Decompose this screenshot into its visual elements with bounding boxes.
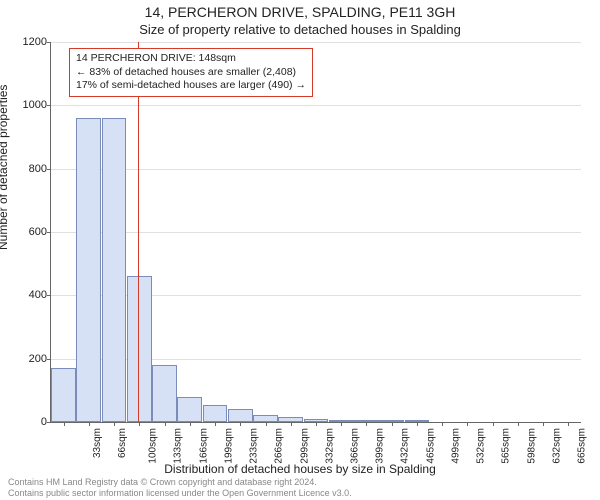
x-tick-label: 332sqm (324, 428, 335, 464)
x-tick (215, 422, 216, 426)
x-tick (543, 422, 544, 426)
x-tick (493, 422, 494, 426)
gridline (51, 169, 581, 170)
x-tick (64, 422, 65, 426)
x-tick (165, 422, 166, 426)
y-tick (47, 42, 51, 43)
histogram-bar (76, 118, 101, 422)
x-tick-label: 133sqm (173, 428, 184, 464)
x-tick (316, 422, 317, 426)
y-tick (47, 232, 51, 233)
y-tick-label: 800 (29, 163, 47, 175)
y-tick-label: 600 (29, 226, 47, 238)
x-tick (291, 422, 292, 426)
y-tick (47, 359, 51, 360)
x-tick-label: 366sqm (350, 428, 361, 464)
reference-line (138, 42, 139, 422)
plot-area: 02004006008001000120033sqm66sqm100sqm133… (50, 42, 581, 423)
y-tick-label: 1200 (23, 36, 47, 48)
x-axis-label: Distribution of detached houses by size … (0, 462, 600, 476)
x-tick (240, 422, 241, 426)
annotation-line: 14 PERCHERON DRIVE: 148sqm (76, 52, 306, 66)
y-tick-label: 400 (29, 289, 47, 301)
x-tick (392, 422, 393, 426)
annotation-box: 14 PERCHERON DRIVE: 148sqm← 83% of detac… (69, 48, 313, 97)
histogram-bar (203, 405, 228, 422)
x-tick-label: 299sqm (299, 428, 310, 464)
x-tick-label: 33sqm (92, 428, 103, 458)
histogram-bar (51, 368, 76, 422)
x-tick-label: 632sqm (551, 428, 562, 464)
histogram-bar (228, 409, 253, 422)
x-tick-label: 432sqm (400, 428, 411, 464)
y-tick (47, 295, 51, 296)
y-tick-label: 1000 (23, 99, 47, 111)
chart-title: 14, PERCHERON DRIVE, SPALDING, PE11 3GH (0, 4, 600, 20)
histogram-bar (253, 415, 278, 422)
x-tick-label: 233sqm (249, 428, 260, 464)
y-axis-label: Number of detached properties (0, 85, 10, 250)
x-tick-label: 66sqm (117, 428, 128, 458)
y-tick-label: 200 (29, 353, 47, 365)
y-tick-label: 0 (41, 416, 47, 428)
footer-line-2: Contains public sector information licen… (8, 488, 352, 498)
x-tick-label: 532sqm (476, 428, 487, 464)
gridline (51, 105, 581, 106)
histogram-bar (152, 365, 177, 422)
x-tick-label: 100sqm (148, 428, 159, 464)
y-tick (47, 105, 51, 106)
annotation-line: 17% of semi-detached houses are larger (… (76, 79, 306, 93)
x-tick-label: 166sqm (198, 428, 209, 464)
gridline (51, 42, 581, 43)
annotation-line: ← 83% of detached houses are smaller (2,… (76, 66, 306, 80)
x-tick (266, 422, 267, 426)
x-tick (366, 422, 367, 426)
histogram-bar (177, 397, 202, 422)
x-tick-label: 565sqm (501, 428, 512, 464)
x-tick-label: 199sqm (223, 428, 234, 464)
x-tick (518, 422, 519, 426)
x-tick (89, 422, 90, 426)
chart-footer: Contains HM Land Registry data © Crown c… (8, 477, 352, 498)
x-tick (341, 422, 342, 426)
x-tick-label: 598sqm (526, 428, 537, 464)
gridline (51, 232, 581, 233)
x-tick-label: 399sqm (375, 428, 386, 464)
x-tick-label: 465sqm (425, 428, 436, 464)
x-tick-label: 499sqm (451, 428, 462, 464)
x-tick-label: 665sqm (577, 428, 588, 464)
x-tick (568, 422, 569, 426)
x-tick (139, 422, 140, 426)
x-tick (467, 422, 468, 426)
histogram-bar (102, 118, 127, 422)
chart-subtitle: Size of property relative to detached ho… (0, 22, 600, 37)
x-tick (114, 422, 115, 426)
y-tick (47, 422, 51, 423)
chart-container: { "chart": { "type": "histogram", "title… (0, 0, 600, 500)
footer-line-1: Contains HM Land Registry data © Crown c… (8, 477, 352, 487)
y-tick (47, 169, 51, 170)
x-tick-label: 266sqm (274, 428, 285, 464)
x-tick (417, 422, 418, 426)
histogram-bar (127, 276, 152, 422)
x-tick (190, 422, 191, 426)
x-tick (442, 422, 443, 426)
